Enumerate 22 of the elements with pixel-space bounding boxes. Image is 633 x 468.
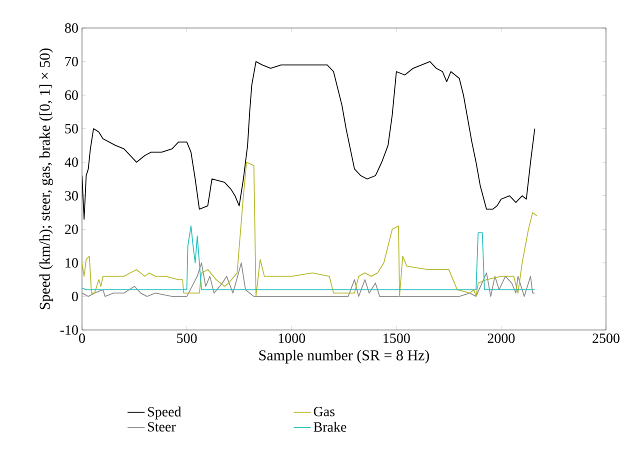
x-tick-label: 1500 [384,334,410,343]
y-tick-label: 20 [65,224,78,234]
legend-label: Brake [314,422,346,432]
y-tick-label: 10 [66,258,78,268]
y-axis-title: Speed (km/h); steer, gas, brake ([0, 1] × 50) [39,48,53,310]
y-tick-label: -10 [60,325,78,335]
y-tick-label: 40 [64,157,78,167]
y-tick-label: 0 [72,292,78,302]
x-tick-label: 2500 [592,334,620,343]
x-tick-label: 1000 [278,334,306,343]
y-tick-label: 60 [65,90,78,100]
legend-label: Steer [148,422,176,432]
y-tick-label: 50 [65,124,78,134]
x-tick-label: 500 [177,334,197,343]
x-tick-label: 0 [79,334,85,343]
x-tick-label: 2000 [488,334,515,343]
y-tick-label: 70 [65,56,78,66]
y-tick-label: 80 [65,23,78,33]
x-axis-title: Sample number (SR = 8 Hz) [259,350,430,364]
legend-label: Speed [148,406,182,420]
legend-label: Gas [314,406,335,416]
y-tick-label: 30 [65,191,78,200]
